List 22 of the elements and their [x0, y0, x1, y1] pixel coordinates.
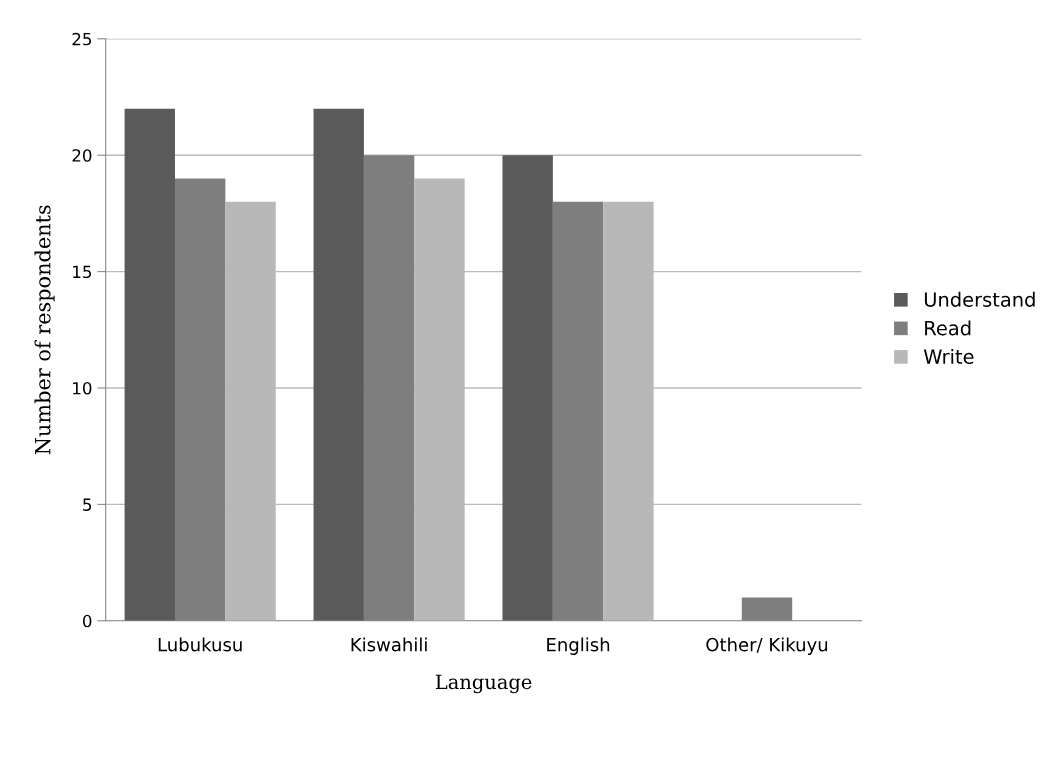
x-tick-label: Kiswahili [351, 637, 427, 652]
y-tick-label: 25 [72, 32, 92, 46]
x-axis-title: Language [435, 674, 532, 694]
bar [363, 155, 415, 621]
bar [174, 178, 226, 621]
x-tick-label: Other/ Kikuyu [706, 637, 828, 655]
bar [124, 108, 175, 621]
y-axis-title: Number of respondents [34, 205, 55, 455]
y-tick-label: 0 [83, 614, 92, 628]
legend-label: Understand [924, 291, 1035, 307]
y-tick-label: 15 [73, 265, 92, 279]
x-tick-label: Lubukusu [158, 637, 242, 652]
bar [313, 108, 364, 621]
bar [552, 201, 604, 621]
bar [741, 597, 793, 621]
legend-label: Write [923, 348, 974, 364]
bar [502, 155, 553, 621]
y-tick-label: 20 [72, 149, 92, 162]
x-tick-label: English [547, 637, 610, 655]
y-tick-label: 10 [73, 381, 92, 395]
y-tick-label: 5 [83, 498, 92, 511]
legend-label: Read [925, 320, 971, 336]
